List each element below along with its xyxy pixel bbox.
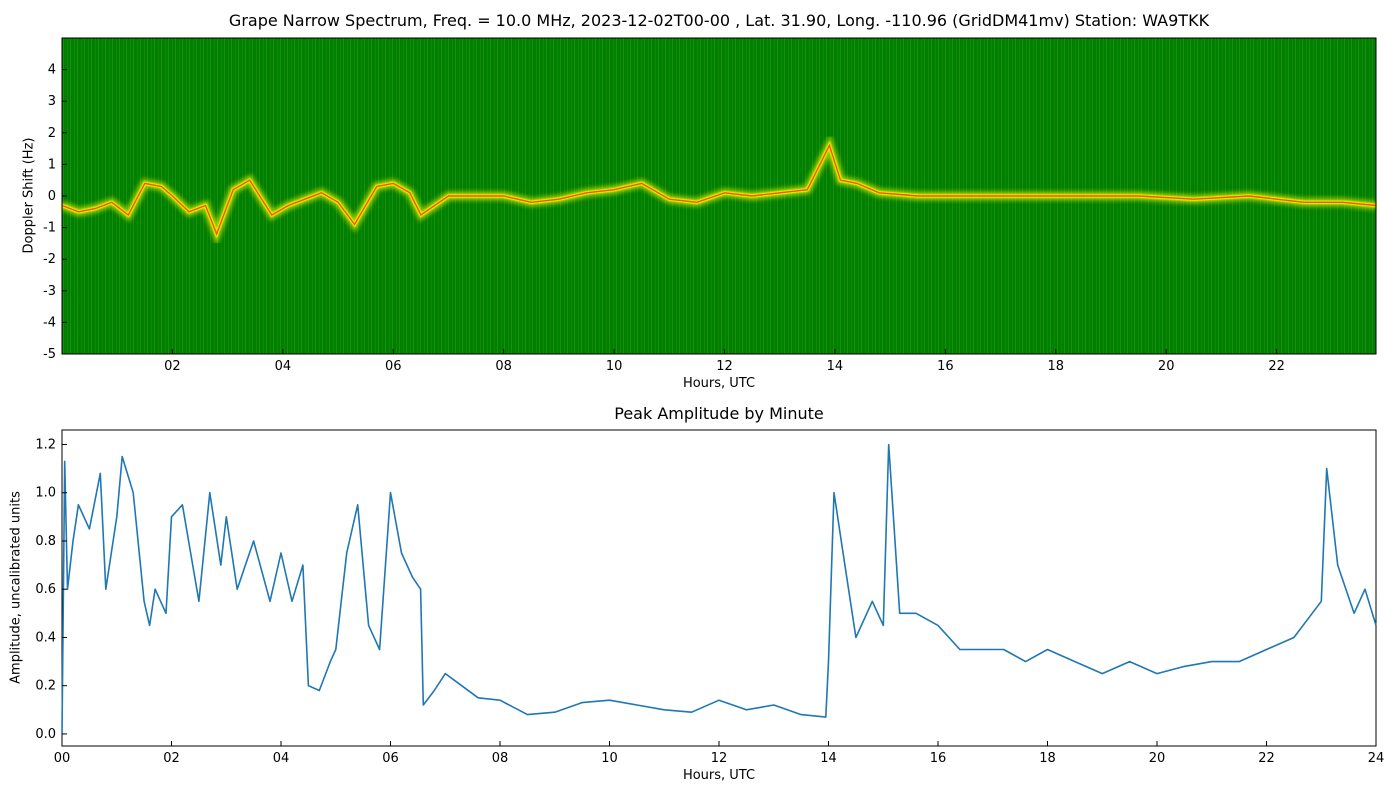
amplitude-x-tick-label: 08 <box>492 751 509 766</box>
spectrogram-x-tick-label: 14 <box>827 359 844 374</box>
amplitude-y-tick-label: 0.8 <box>35 534 56 549</box>
spectrogram-y-tick-label: 2 <box>48 126 56 141</box>
spectrogram-x-tick-label: 10 <box>606 359 623 374</box>
amplitude-x-tick-label: 06 <box>382 751 399 766</box>
amplitude-x-tick-label: 12 <box>711 751 728 766</box>
amplitude-title: Peak Amplitude by Minute <box>614 404 824 423</box>
spectrogram-y-tick-label: 4 <box>48 63 56 78</box>
amplitude-y-tick-label: 0.2 <box>35 679 56 694</box>
amplitude-y-tick-label: 1.2 <box>35 437 56 452</box>
amplitude-y-tick-label: 1.0 <box>35 486 56 501</box>
spectrogram-x-tick-label: 02 <box>164 359 181 374</box>
amplitude-x-tick-label: 00 <box>54 751 71 766</box>
amplitude-x-tick-label: 18 <box>1039 751 1056 766</box>
spectrogram-y-tick-label: -1 <box>43 221 56 236</box>
spectrogram-x-tick-label: 12 <box>716 359 733 374</box>
amplitude-x-axis-label: Hours, UTC <box>682 768 756 783</box>
amplitude-x-tick-label: 14 <box>820 751 837 766</box>
amplitude-y-tick-label: 0.6 <box>35 582 56 597</box>
spectrogram-x-tick-label: 22 <box>1268 359 1285 374</box>
amplitude-plot: 00 02 04 06 08 10 12 14 16 18 20 22 24 0.0 0.2 0.4 0.6 0.… <box>35 429 1385 766</box>
spectrogram-y-tick-label: 3 <box>48 94 56 109</box>
amplitude-x-tick-label: 22 <box>1258 751 1275 766</box>
amplitude-x-tick-label: 16 <box>930 751 947 766</box>
amplitude-series-line <box>61 443 1377 734</box>
spectrogram-x-tick-label: 04 <box>275 359 292 374</box>
amplitude-x-tick-label: 24 <box>1368 751 1385 766</box>
spectrogram-y-tick-label: -4 <box>43 315 56 330</box>
amplitude-x-tick-label: 20 <box>1149 751 1166 766</box>
spectrogram-x-tick-label: 20 <box>1158 359 1175 374</box>
spectrogram-y-tick-label: -2 <box>43 252 56 267</box>
doppler-trace-peak <box>61 143 1377 236</box>
spectrogram-y-tick-label: 1 <box>48 157 56 172</box>
amplitude-x-tick-label: 02 <box>163 751 180 766</box>
spectrogram-title: Grape Narrow Spectrum, Freq. = 10.0 MHz,… <box>228 11 1210 30</box>
spectrogram-x-tick-label: 08 <box>495 359 512 374</box>
spectrogram-x-tick-label: 16 <box>937 359 954 374</box>
spectrogram-y-tick-label: 0 <box>48 189 56 204</box>
amplitude-x-tick-label: 10 <box>601 751 618 766</box>
spectrogram-x-tick-label: 06 <box>385 359 402 374</box>
amplitude-y-tick-label: 0.0 <box>35 727 56 742</box>
amplitude-x-tick-label: 04 <box>273 751 290 766</box>
spectrogram-x-tick-label: 18 <box>1048 359 1065 374</box>
spectrogram-y-tick-label: -5 <box>43 347 56 362</box>
spectrogram-x-axis-label: Hours, UTC <box>682 376 756 391</box>
amplitude-frame <box>61 429 1377 747</box>
amplitude-y-tick-label: 0.4 <box>35 630 56 645</box>
spectrogram-y-tick-label: -3 <box>43 284 56 299</box>
